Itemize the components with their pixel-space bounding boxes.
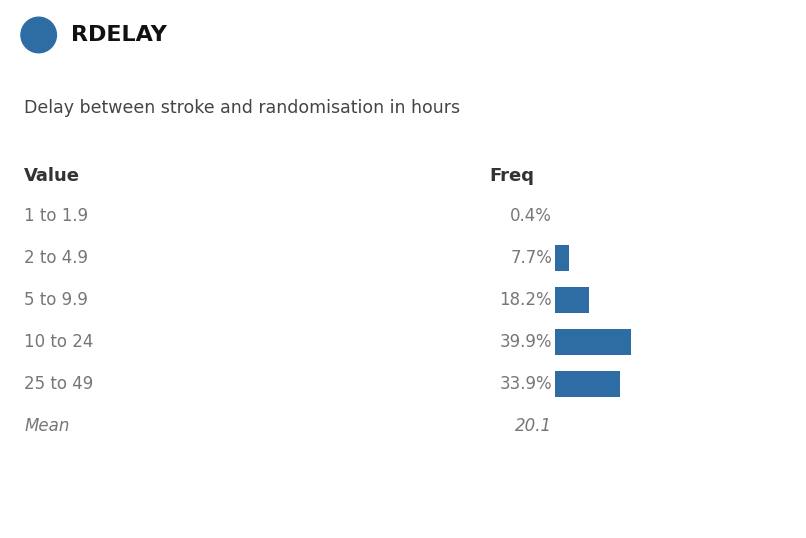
Text: 39.9%: 39.9% [500, 333, 552, 351]
Text: Mean: Mean [24, 417, 69, 435]
Text: 1 to 1.9: 1 to 1.9 [24, 207, 89, 225]
Text: 7.7%: 7.7% [510, 249, 552, 267]
Text: 20.1: 20.1 [515, 417, 552, 435]
Text: 2 to 4.9: 2 to 4.9 [24, 249, 88, 267]
Text: 25 to 49: 25 to 49 [24, 375, 93, 393]
Text: Value: Value [24, 167, 80, 186]
Text: 5 to 9.9: 5 to 9.9 [24, 291, 88, 309]
Text: 33.9%: 33.9% [500, 375, 552, 393]
Text: 10 to 24: 10 to 24 [24, 333, 93, 351]
Text: Freq: Freq [489, 167, 534, 186]
Text: 0.4%: 0.4% [510, 207, 552, 225]
Text: 18.2%: 18.2% [500, 291, 552, 309]
Text: Delay between stroke and randomisation in hours: Delay between stroke and randomisation i… [24, 98, 460, 117]
Text: RDELAY: RDELAY [71, 25, 167, 45]
